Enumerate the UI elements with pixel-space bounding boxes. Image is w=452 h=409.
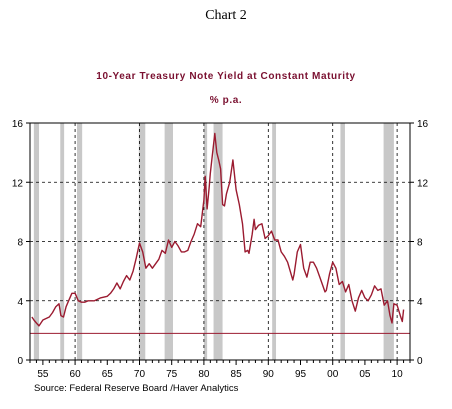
source-note: Source: Federal Reserve Board /Haver Ana… [34,383,239,394]
x-tick-label: 00 [327,369,339,380]
y-tick-label-left: 8 [17,238,23,249]
x-tick-label: 75 [166,369,178,380]
x-tick-label: 95 [295,369,307,380]
recession-band [383,123,394,360]
recession-bands [33,123,394,360]
x-tick-label: 65 [102,369,114,380]
y-tick-label-right: 0 [417,356,423,367]
x-tick-label: 80 [198,369,210,380]
y-tick-label-right: 4 [417,297,423,308]
series-line [31,132,405,327]
chart-subtitle: % p.a. [210,95,243,106]
x-tick-label: 55 [37,369,49,380]
x-tick-label: 05 [359,369,371,380]
y-tick-label-left: 16 [12,119,24,130]
y-tick-label-left: 0 [17,356,23,367]
y-tick-label-right: 8 [417,238,423,249]
chart-title: 10-Year Treasury Note Yield at Constant … [96,71,355,82]
chart-number: Chart 2 [205,8,247,23]
y-tick-label-right: 12 [417,178,429,189]
x-tick-label: 60 [70,369,82,380]
x-tick-label: 10 [392,369,404,380]
recession-band [138,123,146,360]
y-tick-label-left: 12 [12,178,24,189]
recession-band [272,123,277,360]
y-tick-label-right: 16 [417,119,429,130]
x-tick-label: 70 [134,369,146,380]
series-layer [31,132,405,327]
x-tick-label: 85 [231,369,243,380]
x-tick-label: 90 [263,369,275,380]
y-tick-label-left: 4 [17,297,23,308]
